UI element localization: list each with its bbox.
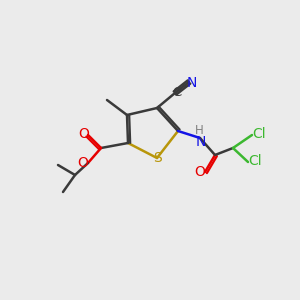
Text: S: S	[153, 151, 161, 165]
Text: N: N	[196, 135, 206, 149]
Text: Cl: Cl	[252, 127, 266, 141]
Text: N: N	[187, 76, 197, 90]
Text: Cl: Cl	[248, 154, 262, 168]
Text: C: C	[172, 85, 182, 98]
Text: H: H	[195, 124, 203, 136]
Text: O: O	[78, 156, 88, 170]
Text: O: O	[79, 127, 89, 141]
Text: O: O	[195, 165, 206, 179]
